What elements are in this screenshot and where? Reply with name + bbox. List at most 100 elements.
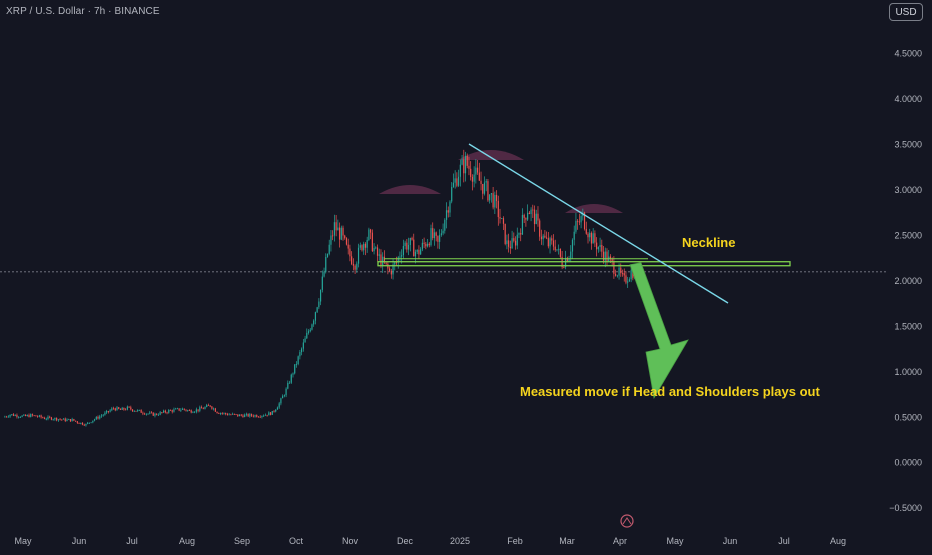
x-axis: May Jun Jul Aug Sep Oct Nov Dec 2025 Feb Mar Apr May… xyxy=(14,536,846,546)
candle-body xyxy=(399,256,401,258)
candle-body xyxy=(363,243,365,251)
candle-body xyxy=(285,388,287,396)
candle-body xyxy=(413,239,415,257)
candle-body xyxy=(307,331,310,333)
candle-body xyxy=(111,408,113,411)
candle-body xyxy=(416,249,418,252)
candle-body xyxy=(587,233,589,238)
candle-body xyxy=(545,237,548,239)
candle-body xyxy=(323,271,325,277)
candle-body xyxy=(81,422,84,425)
candle-body xyxy=(326,253,329,257)
candle-body xyxy=(264,414,266,416)
candle-body xyxy=(259,416,261,418)
candle-body xyxy=(99,416,101,419)
candle-body xyxy=(342,227,344,236)
candle-body xyxy=(309,329,311,332)
candle-body xyxy=(235,414,237,416)
candle-body xyxy=(621,273,624,274)
candle-body xyxy=(392,264,394,275)
candle-body xyxy=(247,413,249,417)
candle-body xyxy=(283,395,285,397)
candle-body xyxy=(147,413,149,415)
candle-body xyxy=(430,228,432,246)
candle-body xyxy=(244,414,246,418)
candle-body xyxy=(440,233,442,235)
candle-body xyxy=(473,174,475,182)
candle-body xyxy=(135,410,137,412)
y-tick-label: 2.0000 xyxy=(894,276,922,286)
candle-body xyxy=(166,412,168,414)
candle-body xyxy=(487,181,489,201)
candle-body xyxy=(112,408,115,410)
candle-body xyxy=(185,409,187,411)
candle-body xyxy=(575,220,577,232)
candle-body xyxy=(613,261,615,274)
candle-body xyxy=(282,396,284,399)
candle-body xyxy=(332,235,334,237)
candle-body xyxy=(230,414,232,416)
candle-body xyxy=(319,289,322,302)
candle-body xyxy=(49,416,51,418)
candle-body xyxy=(52,419,54,421)
candle-body xyxy=(214,408,216,412)
candle-body xyxy=(577,220,579,222)
candle-body xyxy=(157,414,160,416)
candle-body xyxy=(385,262,387,264)
candle-body xyxy=(402,246,405,256)
candle-body xyxy=(138,409,141,411)
candle-body xyxy=(237,414,239,417)
candlestick-series xyxy=(4,149,639,427)
candle-body xyxy=(449,201,451,213)
y-tick-label: −0.5000 xyxy=(889,503,922,513)
candle-body xyxy=(563,267,565,269)
candle-body xyxy=(250,414,253,416)
candle-body xyxy=(570,251,572,259)
candle-body xyxy=(521,214,524,235)
candle-body xyxy=(71,419,73,422)
candle-body xyxy=(30,414,32,418)
y-tick-label: 1.5000 xyxy=(894,321,922,331)
candle-body xyxy=(180,409,182,411)
candle-body xyxy=(33,415,35,417)
candle-body xyxy=(611,258,613,262)
candle-body xyxy=(632,270,634,279)
candle-body xyxy=(125,409,127,411)
candle-body xyxy=(604,251,606,261)
currency-button[interactable]: USD xyxy=(889,3,923,21)
candle-body xyxy=(520,233,522,235)
candle-body xyxy=(571,239,574,252)
candle-body xyxy=(625,275,627,283)
candle-body xyxy=(628,279,631,282)
candle-body xyxy=(306,332,308,339)
candle-body xyxy=(544,235,546,238)
candle-body xyxy=(80,422,82,424)
candle-body xyxy=(397,257,399,263)
y-tick-label: 1.0000 xyxy=(894,367,922,377)
candle-body xyxy=(228,414,230,416)
candle-body xyxy=(618,267,620,276)
candle-body xyxy=(14,415,16,416)
candle-body xyxy=(116,407,118,411)
candle-body xyxy=(271,410,273,415)
candle-body xyxy=(42,417,44,419)
candle-body xyxy=(269,412,272,415)
candle-body xyxy=(425,243,427,247)
candle-body xyxy=(73,419,75,421)
candle-body xyxy=(596,242,598,250)
candle-body xyxy=(383,256,386,263)
candle-body xyxy=(149,412,151,414)
candle-body xyxy=(263,415,265,417)
x-tick-label: Jul xyxy=(126,536,138,546)
candle-body xyxy=(418,249,420,255)
candle-body xyxy=(366,239,368,248)
candle-body xyxy=(9,414,11,417)
candle-body xyxy=(463,159,465,174)
candle-body xyxy=(156,413,158,415)
candle-body xyxy=(564,257,567,268)
candle-body xyxy=(330,235,332,245)
candle-body xyxy=(466,155,468,166)
candle-body xyxy=(437,235,439,242)
